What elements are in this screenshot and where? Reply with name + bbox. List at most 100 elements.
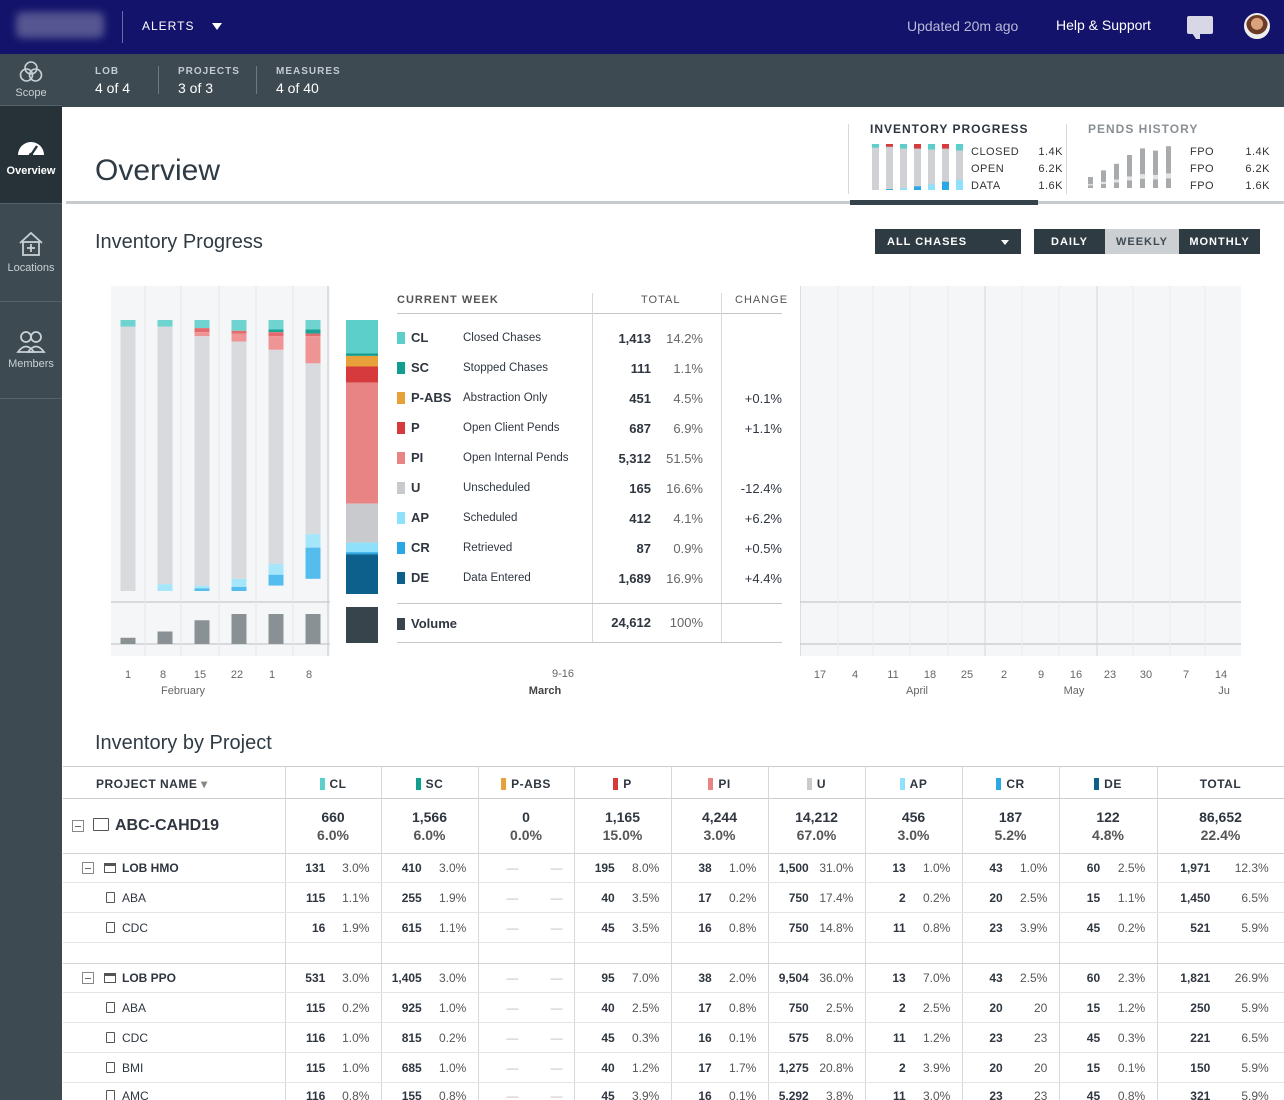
cell-percent: 5.9% bbox=[1241, 921, 1269, 935]
period-daily-button[interactable]: DAILY bbox=[1034, 229, 1105, 254]
column-header-label: SC bbox=[425, 777, 444, 791]
legend-name: Open Client Pends bbox=[463, 422, 560, 434]
chases-dropdown[interactable]: ALL CHASES bbox=[875, 229, 1021, 254]
measure-name[interactable]: AMC bbox=[122, 1089, 149, 1100]
cell-value: 23 bbox=[989, 921, 1003, 935]
filter-lob[interactable]: LOB 4 of 4 bbox=[95, 66, 130, 96]
chevron-down-icon[interactable] bbox=[212, 23, 222, 30]
current-week-segment bbox=[346, 554, 378, 594]
cell-percent: 3.9% bbox=[1019, 921, 1048, 935]
legend-swatch bbox=[397, 362, 405, 374]
x-tick-label: 9 bbox=[1037, 669, 1045, 681]
cell-percent: 0.8% bbox=[438, 1089, 467, 1100]
sidebar-item-members[interactable]: Members bbox=[0, 302, 62, 399]
help-support-link[interactable]: Help & Support bbox=[1056, 17, 1151, 33]
measure-name[interactable]: CDC bbox=[122, 921, 148, 935]
bar-segment bbox=[194, 588, 210, 591]
cell-percent: 20.8% bbox=[819, 1061, 854, 1075]
column-header-label: AP bbox=[909, 777, 928, 791]
filter-measures[interactable]: MEASURES 4 of 40 bbox=[276, 66, 341, 96]
cell-percent: — bbox=[550, 1061, 563, 1075]
column-header[interactable]: AP bbox=[865, 777, 962, 791]
inventory-progress-summary-card[interactable]: INVENTORY PROGRESS CLOSED 1.4K OPEN 6.2K D… bbox=[870, 122, 1063, 200]
divider bbox=[397, 313, 782, 314]
cell-value: 925 bbox=[401, 1001, 422, 1015]
brand-logo[interactable] bbox=[16, 12, 104, 38]
period-weekly-button[interactable]: WEEKLY bbox=[1105, 229, 1179, 254]
column-header[interactable]: TOTAL bbox=[1157, 777, 1284, 791]
cell-value: 11 bbox=[893, 921, 906, 935]
chart-background bbox=[800, 286, 1241, 656]
mini-bar bbox=[942, 144, 949, 190]
alerts-menu[interactable]: ALERTS bbox=[142, 19, 195, 33]
sidebar-item-locations[interactable]: Locations bbox=[0, 204, 62, 302]
column-header[interactable]: DE bbox=[1059, 777, 1157, 791]
cell-value: 250 bbox=[1190, 1001, 1211, 1015]
sort-caret-icon[interactable]: ▾ bbox=[197, 777, 208, 791]
cell-percent: 0.2% bbox=[438, 1031, 467, 1045]
cell-percent: 14.8% bbox=[819, 921, 854, 935]
sidebar-item-label: Members bbox=[8, 358, 54, 370]
column-header[interactable]: PROJECT NAME ▾ bbox=[63, 777, 285, 791]
members-icon bbox=[16, 331, 46, 353]
volume-bar bbox=[120, 637, 136, 644]
legend-name: Data Entered bbox=[463, 572, 531, 584]
cell-value: — bbox=[506, 1089, 519, 1100]
collapse-toggle[interactable] bbox=[72, 820, 84, 832]
column-header-label: DE bbox=[1104, 777, 1122, 791]
cell-percent: 2.5% bbox=[1019, 971, 1048, 985]
cell-percent: 3.0% bbox=[342, 861, 370, 875]
filter-projects[interactable]: PROJECTS 3 of 3 bbox=[178, 66, 240, 96]
x-tick-label: 23 bbox=[1103, 669, 1117, 681]
cell-percent: 3.9% bbox=[631, 1089, 660, 1100]
lob-name[interactable]: LOB HMO bbox=[122, 861, 179, 875]
column-header[interactable]: P bbox=[574, 777, 671, 791]
cell-value: 685 bbox=[401, 1061, 422, 1075]
column-header[interactable]: PI bbox=[671, 777, 768, 791]
cell-percent: 2.5% bbox=[922, 1001, 951, 1015]
pends-history-summary-card[interactable]: PENDS HISTORY FPO 1.4K FPO 6.2K FPO 1.6K bbox=[1088, 122, 1273, 200]
collapse-toggle[interactable] bbox=[82, 972, 94, 984]
current-week-volume bbox=[346, 607, 378, 643]
cell-percent: 5.9% bbox=[1241, 1089, 1269, 1100]
mini-bar-top bbox=[914, 144, 921, 149]
legend-code: U bbox=[411, 480, 421, 495]
legend-swatch bbox=[1094, 778, 1100, 790]
column-header[interactable]: CR bbox=[962, 777, 1059, 791]
column-header[interactable]: U bbox=[768, 777, 865, 791]
cell-percent: 6.5% bbox=[1241, 1031, 1269, 1045]
cell-percent: 8.0% bbox=[825, 1031, 854, 1045]
measure-name[interactable]: BMI bbox=[122, 1061, 144, 1075]
legend-row: P-ABS Abstraction Only 451 4.5% +0.1% bbox=[397, 386, 782, 416]
avatar[interactable] bbox=[1244, 13, 1270, 39]
cell-percent: 3.5% bbox=[631, 921, 660, 935]
sidebar-item-overview[interactable]: Overview bbox=[0, 106, 62, 204]
column-header[interactable]: CL bbox=[285, 777, 381, 791]
month-label: May bbox=[1063, 685, 1085, 697]
column-header[interactable]: SC bbox=[381, 777, 478, 791]
legend-name: Scheduled bbox=[463, 512, 518, 524]
lob-name[interactable]: LOB PPO bbox=[122, 971, 177, 985]
mini-bar bbox=[1153, 150, 1158, 188]
column-header-label: CL bbox=[329, 777, 347, 791]
column-header-label: TOTAL bbox=[1199, 777, 1242, 791]
legend-change: +1.1% bbox=[744, 421, 782, 436]
period-monthly-button[interactable]: MONTHLY bbox=[1179, 229, 1260, 254]
current-week-label: 9-16 bbox=[551, 668, 575, 680]
mini-bar-gap bbox=[1140, 174, 1145, 179]
x-tick-label: 15 bbox=[193, 669, 207, 681]
measure-name[interactable]: CDC bbox=[122, 1031, 148, 1045]
x-tick-label: 8 bbox=[305, 669, 313, 681]
chat-icon[interactable] bbox=[1187, 16, 1213, 39]
column-divider bbox=[285, 766, 286, 1100]
measure-name[interactable]: ABA bbox=[122, 891, 147, 905]
legend-swatch bbox=[397, 542, 405, 554]
legend-pct: 14.2% bbox=[666, 331, 703, 346]
legend-change: -12.4% bbox=[740, 481, 782, 496]
divider bbox=[63, 912, 1284, 913]
column-header[interactable]: P-ABS bbox=[478, 777, 574, 791]
sidebar-item-scope[interactable]: Scope bbox=[0, 54, 62, 106]
active-tab-indicator bbox=[850, 200, 1038, 205]
measure-name[interactable]: ABA bbox=[122, 1001, 147, 1015]
collapse-toggle[interactable] bbox=[82, 862, 94, 874]
